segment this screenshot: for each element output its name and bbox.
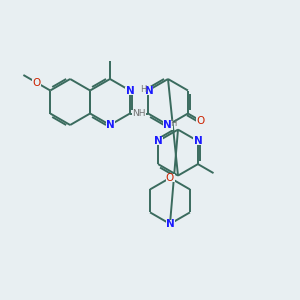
Text: NH: NH xyxy=(132,109,146,118)
Bar xyxy=(154,137,163,145)
Text: H: H xyxy=(140,85,146,94)
Text: N: N xyxy=(106,120,114,130)
Bar xyxy=(194,137,202,145)
Text: O: O xyxy=(32,77,40,88)
Bar xyxy=(163,121,173,130)
Text: N: N xyxy=(194,136,202,146)
Text: N: N xyxy=(163,120,171,130)
Text: N: N xyxy=(154,136,163,146)
Text: O: O xyxy=(166,173,174,183)
Bar xyxy=(166,174,175,182)
Bar xyxy=(143,86,153,95)
Bar xyxy=(32,79,41,86)
Bar xyxy=(196,117,206,125)
Text: H: H xyxy=(170,119,176,128)
Text: N: N xyxy=(166,219,174,229)
Bar xyxy=(166,220,175,228)
Text: N: N xyxy=(145,85,154,95)
Bar xyxy=(106,121,115,129)
Text: O: O xyxy=(197,116,205,126)
Bar xyxy=(125,86,134,94)
Bar xyxy=(132,110,146,119)
Text: N: N xyxy=(125,85,134,95)
